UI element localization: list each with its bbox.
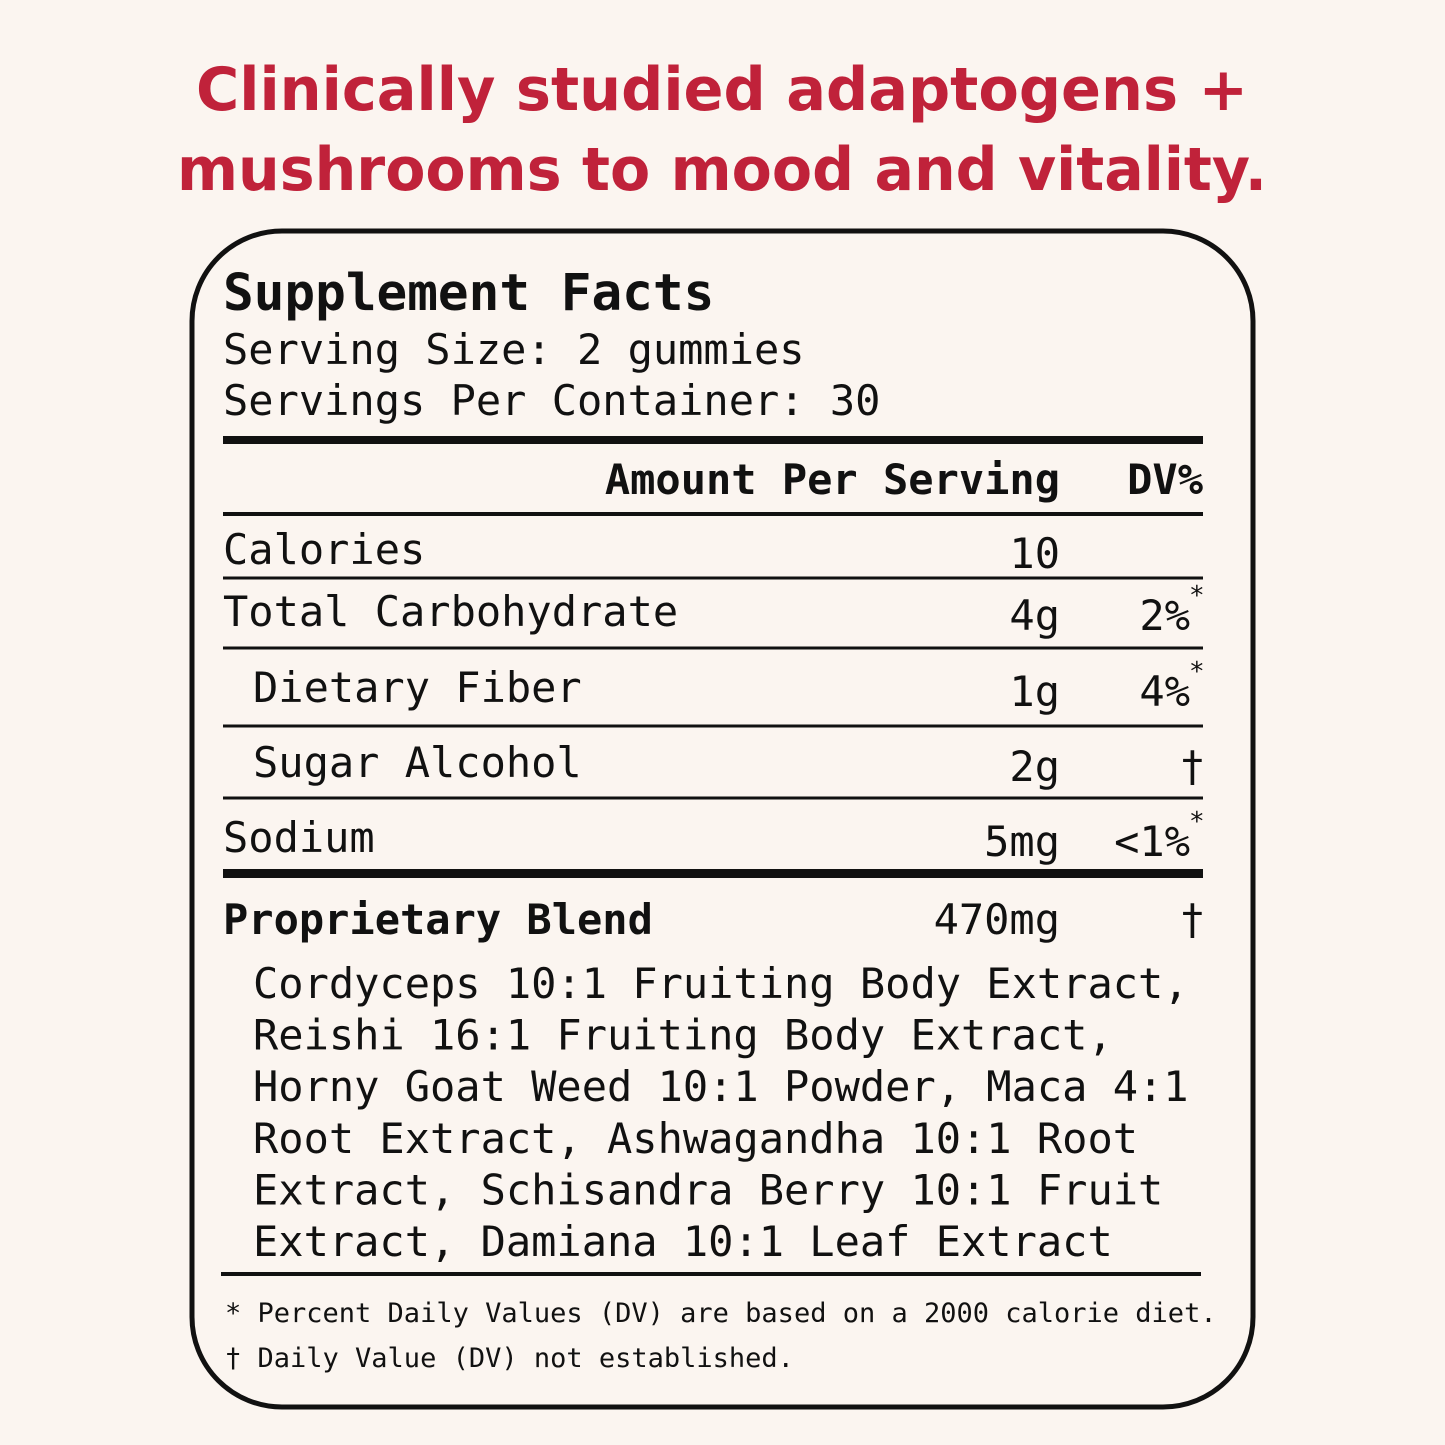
row-amount: 5mg (984, 817, 1060, 866)
ingredient-line: Reishi 16:1 Fruiting Body Extract, (253, 1011, 1113, 1060)
serving-size: Serving Size: 2 gummies (223, 325, 805, 374)
row-amount: 2g (1009, 742, 1060, 791)
panel-border (189, 228, 1256, 1410)
row-dv: <1% (1114, 817, 1190, 866)
blend-name: Proprietary Blend (223, 895, 653, 944)
servings-per-container: Servings Per Container: 30 (223, 376, 880, 425)
rule (223, 576, 1203, 580)
panel-title: Supplement Facts (223, 264, 714, 323)
rule (223, 796, 1203, 800)
row-amount: 1g (1009, 667, 1060, 716)
row-amount: 4g (1009, 591, 1060, 640)
rule (223, 869, 1203, 878)
ingredient-line: Extract, Damiana 10:1 Leaf Extract (253, 1217, 1113, 1266)
ingredient-line: Cordyceps 10:1 Fruiting Body Extract, (253, 959, 1189, 1008)
dv-note: * (1189, 581, 1205, 611)
row-dv: 2% (1139, 591, 1190, 640)
row-name: Sodium (223, 813, 375, 862)
header-dv: DV% (1127, 455, 1203, 504)
rule (221, 1272, 1201, 1276)
row-name: Sugar Alcohol (253, 738, 582, 787)
ingredients: Cordyceps 10:1 Fruiting Body Extract,Rei… (253, 959, 1189, 1266)
row-dv: 4% (1139, 667, 1190, 716)
ingredient-line: Horny Goat Weed 10:1 Powder, Maca 4:1 (253, 1062, 1189, 1111)
row-name: Dietary Fiber (253, 663, 582, 712)
ingredient-line: Root Extract, Ashwagandha 10:1 Root (253, 1114, 1138, 1163)
dv-note: * (1189, 807, 1205, 837)
row-dv: † (1180, 742, 1205, 791)
row-name: Calories (223, 525, 425, 574)
blend-dv: † (1180, 895, 1205, 944)
dv-note: * (1189, 657, 1205, 687)
row-name: Total Carbohydrate (223, 587, 678, 636)
footnote: * Percent Daily Values (DV) are based on… (225, 1298, 1217, 1329)
blend-amount: 470mg (934, 895, 1060, 944)
header-amount: Amount Per Serving (605, 455, 1060, 504)
footnote: † Daily Value (DV) not established. (225, 1343, 794, 1374)
rule (223, 724, 1203, 728)
rule (223, 436, 1203, 444)
headline: Clinically studied adaptogens + (196, 55, 1248, 125)
headline: mushrooms to mood and vitality. (177, 135, 1267, 205)
rule (223, 512, 1203, 516)
ingredient-line: Extract, Schisandra Berry 10:1 Fruit (253, 1165, 1163, 1214)
row-amount: 10 (1009, 529, 1060, 578)
rule (223, 646, 1203, 650)
